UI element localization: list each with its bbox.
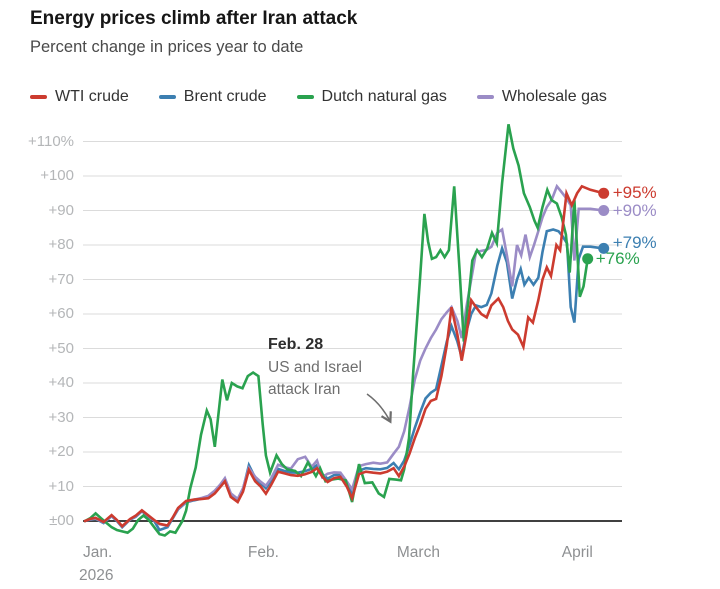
legend-swatch-brent-icon [158, 95, 176, 99]
y-tick-label: +80 [48, 236, 74, 253]
annotation-feb-28: Feb. 28 US and Israel attack Iran [268, 334, 362, 402]
series-line-dutch-natural-gas [83, 124, 590, 537]
legend-label: Dutch natural gas [321, 88, 447, 105]
end-dot-wti-crude [598, 187, 610, 199]
end-dot-wholesale-gas [598, 205, 610, 216]
annotation-heading: Feb. 28 [268, 336, 324, 353]
legend-item-brent-crude: Brent crude [158, 88, 267, 106]
end-label-dutch-natural-gas: +76% [595, 248, 640, 268]
chart-subtitle: Percent change in prices year to date [30, 38, 304, 56]
series-end-dots [582, 187, 610, 265]
legend-label: Brent crude [183, 88, 267, 105]
y-tick-label: +30 [48, 408, 74, 426]
annotation-line: attack Iran [268, 381, 341, 398]
y-tick-label: +50 [48, 339, 74, 357]
legend-item-wti-crude: WTI crude [30, 88, 129, 106]
y-tick-label: +20 [48, 443, 74, 460]
x-axis-label: Jan. [83, 544, 113, 561]
legend-swatch-dutch-icon [296, 95, 314, 99]
gridlines [83, 141, 622, 522]
x-axis-label: Feb. [247, 544, 279, 561]
y-tick-label: +40 [48, 374, 74, 391]
series-lines [83, 124, 606, 537]
end-dot-brent-crude [598, 242, 610, 254]
legend-item-dutch-natural-gas: Dutch natural gas [296, 88, 447, 106]
y-tick-label: ±00 [49, 512, 74, 529]
end-dot-dutch-natural-gas [582, 253, 594, 265]
y-tick-label: +70 [48, 270, 74, 288]
series-line-wti-crude [83, 184, 606, 529]
page-title: Energy prices climb after Iran attack [30, 8, 358, 29]
y-tick-label: +90 [48, 201, 74, 219]
chart-legend: WTI crude Brent crude Dutch natural gas … [30, 88, 607, 106]
legend-label: WTI crude [55, 88, 129, 105]
legend-item-wholesale-gas: Wholesale gas [476, 88, 607, 106]
x-axis-label: April [561, 544, 593, 561]
x-axis-label: 2026 [79, 567, 114, 584]
y-tick-label: +10 [48, 477, 74, 495]
annotation-line: US and Israel [268, 358, 362, 376]
y-tick-label: +60 [48, 305, 74, 322]
annotation-arrow-icon [366, 393, 390, 421]
x-axis-label: March [396, 544, 440, 561]
legend-label: Wholesale gas [501, 88, 607, 105]
end-label-wti-crude: +95% [612, 183, 657, 203]
end-label-brent-crude: +79% [612, 233, 657, 253]
legend-swatch-wholesale-icon [476, 95, 494, 99]
legend-swatch-wti-icon [30, 95, 47, 99]
y-tick-label: +100 [40, 167, 74, 184]
y-tick-label: +110% [27, 132, 74, 150]
end-label-wholesale-gas: +90% [612, 200, 657, 220]
